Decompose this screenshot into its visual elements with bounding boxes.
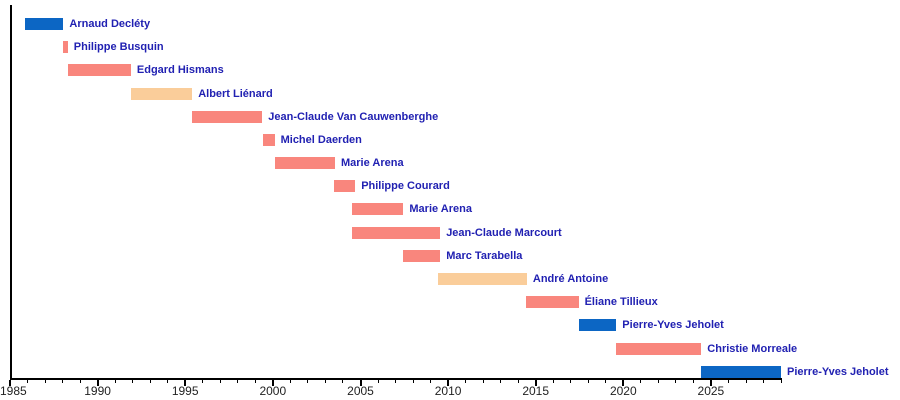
- timeline-bar-label[interactable]: Philippe Busquin: [73, 41, 164, 54]
- y-axis-line: [10, 5, 12, 380]
- x-axis-minor-tick: [465, 380, 467, 383]
- x-axis-line: [10, 378, 782, 380]
- x-axis-minor-tick: [254, 380, 256, 383]
- timeline-bar[interactable]: [274, 157, 336, 170]
- x-axis-tick-label: 1990: [84, 384, 111, 398]
- x-axis-tick-label: 1995: [171, 384, 199, 398]
- timeline-bar[interactable]: [351, 203, 404, 216]
- x-axis-minor-tick: [324, 380, 326, 383]
- timeline-bar[interactable]: [526, 296, 579, 309]
- x-axis-major-tick: [534, 380, 537, 386]
- x-axis-tick-label: 2020: [609, 384, 637, 398]
- x-axis-major-tick: [447, 380, 450, 386]
- x-axis-minor-tick: [237, 380, 239, 383]
- timeline-bar[interactable]: [334, 180, 356, 193]
- timeline-bar-label[interactable]: Pierre-Yves Jeholet: [622, 319, 724, 332]
- x-axis-minor-tick: [500, 380, 502, 383]
- x-axis-major-tick: [9, 380, 11, 386]
- x-axis-minor-tick: [219, 380, 221, 383]
- x-axis-minor-tick: [552, 380, 554, 383]
- x-axis-major-tick: [709, 380, 712, 386]
- timeline-bar-label[interactable]: Pierre-Yves Jeholet: [787, 365, 889, 378]
- timeline-bar[interactable]: [130, 87, 193, 100]
- x-axis-major-tick: [359, 380, 362, 386]
- timeline-bar[interactable]: [63, 41, 68, 54]
- x-axis-minor-tick: [27, 380, 28, 383]
- x-axis-minor-tick: [430, 380, 431, 383]
- timeline-bar[interactable]: [701, 365, 781, 378]
- x-axis-minor-tick: [727, 380, 729, 383]
- timeline-bar[interactable]: [192, 110, 263, 123]
- x-axis-minor-tick: [780, 380, 782, 383]
- x-axis-minor-tick: [289, 380, 291, 383]
- x-axis-minor-tick: [657, 380, 659, 383]
- timeline-bar[interactable]: [402, 249, 441, 262]
- x-axis-tick-label: 2005: [347, 384, 374, 398]
- timeline-bar-label[interactable]: Christie Morreale: [707, 342, 798, 355]
- x-axis-minor-tick: [412, 380, 414, 383]
- x-axis-minor-tick: [745, 380, 747, 383]
- timeline-bar-label[interactable]: Arnaud Decléty: [69, 18, 151, 30]
- x-axis-minor-tick: [605, 380, 607, 383]
- timeline-bar-label[interactable]: Marc Tarabella: [446, 249, 523, 262]
- x-axis-major-tick: [271, 380, 274, 386]
- timeline-bar-label[interactable]: Marie Arena: [341, 157, 404, 170]
- timeline-bar[interactable]: [263, 133, 275, 146]
- x-axis-minor-tick: [62, 380, 64, 383]
- timeline-bar-label[interactable]: André Antoine: [532, 273, 609, 285]
- x-axis-minor-tick: [692, 380, 694, 383]
- x-axis-minor-tick: [517, 380, 519, 383]
- x-axis-major-tick: [622, 380, 625, 386]
- x-axis-minor-tick: [79, 380, 81, 383]
- timeline-bar[interactable]: [67, 64, 131, 77]
- x-axis-minor-tick: [167, 380, 169, 383]
- timeline-bar-label[interactable]: Marie Arena: [409, 203, 472, 216]
- timeline-bar-label[interactable]: Jean-Claude Marcourt: [446, 226, 562, 239]
- x-axis-minor-tick: [587, 380, 589, 383]
- timeline-bar[interactable]: [351, 226, 441, 239]
- timeline-bar[interactable]: [438, 273, 527, 285]
- timeline-bar-label[interactable]: Michel Daerden: [280, 133, 362, 146]
- x-axis-minor-tick: [149, 380, 151, 383]
- timeline-bar-label[interactable]: Albert Liénard: [198, 87, 273, 100]
- x-axis-tick-label: 2015: [522, 384, 550, 398]
- timeline-bar[interactable]: [578, 319, 617, 332]
- x-axis-tick-label: 2025: [697, 384, 725, 398]
- x-axis-minor-tick: [482, 380, 484, 383]
- timeline-bar-label[interactable]: Edgard Hismans: [136, 64, 224, 77]
- timeline-bar-label[interactable]: Philippe Courard: [361, 180, 450, 193]
- x-axis-minor-tick: [114, 380, 116, 383]
- x-axis-minor-tick: [377, 380, 379, 383]
- x-axis-minor-tick: [763, 380, 764, 383]
- x-axis-minor-tick: [640, 380, 642, 383]
- x-axis-major-tick: [184, 380, 187, 386]
- x-axis-tick-label: 2000: [259, 384, 287, 398]
- x-axis-tick-label: 2010: [434, 384, 462, 398]
- x-axis-minor-tick: [202, 380, 204, 383]
- x-axis-minor-tick: [342, 380, 344, 383]
- timeline-bar[interactable]: [24, 18, 64, 30]
- timeline-bar[interactable]: [616, 342, 702, 355]
- x-axis-tick-label: 1985: [0, 384, 27, 398]
- timeline-bar-label[interactable]: Éliane Tillieux: [584, 296, 658, 309]
- x-axis-major-tick: [96, 380, 99, 386]
- timeline-bar-label[interactable]: Jean-Claude Van Cauwenberghe: [268, 110, 439, 123]
- x-axis-minor-tick: [570, 380, 572, 383]
- x-axis-minor-tick: [132, 380, 134, 383]
- x-axis-minor-tick: [395, 380, 396, 383]
- x-axis-minor-tick: [44, 380, 46, 383]
- x-axis-minor-tick: [307, 380, 309, 383]
- x-axis-minor-tick: [675, 380, 677, 383]
